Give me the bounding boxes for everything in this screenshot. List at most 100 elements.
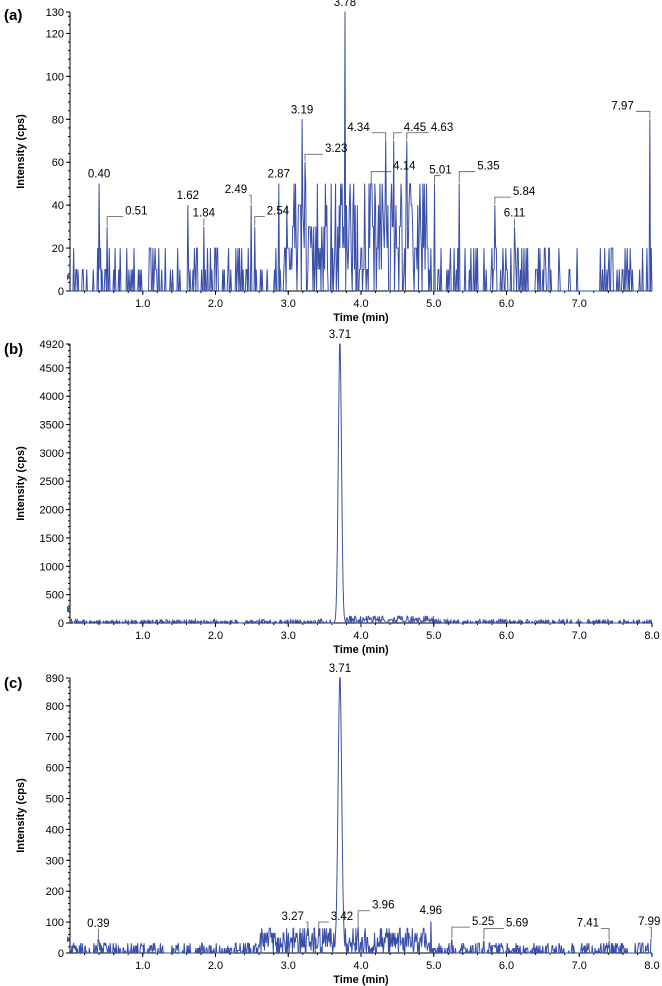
peak-label: 3.23 bbox=[325, 143, 347, 155]
peak-leader bbox=[106, 216, 124, 226]
peak-leader bbox=[483, 928, 504, 940]
y-tick-label: 2000 bbox=[40, 505, 64, 517]
x-tick-label: 8.0 bbox=[644, 960, 659, 972]
y-tick-label: 1500 bbox=[40, 533, 64, 545]
y-tick-label: 500 bbox=[46, 794, 64, 806]
peak-leader bbox=[649, 926, 652, 939]
y-tick-label: 0 bbox=[58, 286, 64, 298]
x-tick-label: 5.0 bbox=[426, 298, 441, 310]
y-tick-label: 700 bbox=[46, 732, 64, 744]
peak-label: 3.42 bbox=[331, 911, 353, 923]
peak-label: 5.01 bbox=[429, 165, 451, 177]
x-tick-label: 4.0 bbox=[353, 630, 368, 642]
x-tick-label: 4.0 bbox=[353, 298, 368, 310]
chart-panel-c: (c) 0 100 200 300 400 500 600 700 800 890 1.0 2.0 3.0… bbox=[4, 663, 660, 986]
baseline-marker-icon bbox=[67, 606, 71, 613]
y-tick-label: 200 bbox=[46, 886, 64, 898]
peak-label: 4.14 bbox=[393, 161, 416, 173]
peak-leader bbox=[494, 196, 511, 205]
y-tick-label: 3000 bbox=[40, 448, 64, 460]
x-tick-label: 1.0 bbox=[135, 298, 150, 310]
x-tick-label: 3.0 bbox=[281, 630, 296, 642]
y-tick-label: 4000 bbox=[40, 391, 64, 403]
peak-label: 6.11 bbox=[504, 208, 526, 220]
x-tick-label: 2.0 bbox=[208, 298, 223, 310]
x-tick-label: 6.0 bbox=[499, 630, 514, 642]
x-tick-label: 7.0 bbox=[572, 298, 587, 310]
peak-label: 2.49 bbox=[225, 184, 247, 196]
y-tick-label: 890 bbox=[46, 673, 64, 685]
x-tick-label: 2.0 bbox=[208, 630, 223, 642]
peak-label: 1.84 bbox=[193, 208, 216, 220]
peak-leader bbox=[370, 171, 392, 183]
y-tick-label: 1000 bbox=[40, 561, 64, 573]
y-tick-label: 100 bbox=[46, 71, 64, 83]
peak-leader bbox=[254, 216, 265, 226]
peak-leader bbox=[393, 132, 402, 140]
y-tick-label: 0 bbox=[58, 618, 64, 630]
y-tick-label: 2500 bbox=[40, 476, 64, 488]
peak-leader bbox=[249, 194, 252, 205]
y-tick-label: 120 bbox=[46, 28, 64, 40]
peak-label: 7.97 bbox=[611, 100, 633, 112]
peak-label: 0.51 bbox=[125, 206, 147, 218]
x-tick-label: 2.0 bbox=[208, 960, 223, 972]
y-tick-label: 3500 bbox=[40, 420, 64, 432]
y-tick-label: 40 bbox=[52, 200, 64, 212]
x-tick-label: 5.0 bbox=[426, 960, 441, 972]
peak-label: 3.71 bbox=[329, 663, 351, 675]
peak-label: 4.96 bbox=[420, 905, 442, 917]
chromatogram-trace-b bbox=[70, 343, 653, 625]
x-axis-label: Time (min) bbox=[333, 312, 389, 324]
peak-leader bbox=[458, 171, 476, 183]
y-tick-label: 80 bbox=[52, 114, 64, 126]
x-tick-label: 3.0 bbox=[281, 298, 296, 310]
peak-leader bbox=[601, 928, 610, 940]
x-tick-label: 1.0 bbox=[135, 960, 150, 972]
peak-label: 5.84 bbox=[513, 186, 536, 198]
peak-label: 3.19 bbox=[291, 104, 313, 116]
peak-leader bbox=[371, 132, 387, 140]
y-axis-label: Intensity (cps) bbox=[15, 446, 27, 521]
x-tick-label: 5.0 bbox=[426, 630, 441, 642]
y-tick-label: 130 bbox=[46, 7, 64, 19]
peak-label: 5.25 bbox=[472, 916, 494, 928]
baseline-marker-icon bbox=[67, 936, 71, 943]
peak-leader bbox=[406, 132, 429, 140]
x-axis-label: Time (min) bbox=[333, 644, 389, 656]
peak-label: 5.69 bbox=[506, 918, 528, 930]
peak-label: 5.35 bbox=[477, 161, 499, 173]
x-tick-label: 7.0 bbox=[572, 960, 587, 972]
peak-leader bbox=[357, 910, 371, 926]
y-tick-label: 4920 bbox=[40, 339, 64, 351]
x-tick-label: 1.0 bbox=[135, 630, 150, 642]
x-tick-label: 6.0 bbox=[499, 298, 514, 310]
peak-label: 3.71 bbox=[329, 329, 351, 341]
x-tick-label: 8.0 bbox=[644, 630, 659, 642]
x-tick-label: 3.0 bbox=[281, 960, 296, 972]
chart-panel-b: (b) 0 500 1000 1500 2000 2500 3000 3500 4000 4500 4… bbox=[4, 329, 660, 656]
panel-label-c: (c) bbox=[4, 675, 22, 692]
y-tick-label: 800 bbox=[46, 701, 64, 713]
y-axis-label: Intensity (cps) bbox=[15, 778, 27, 853]
peak-label: 3.27 bbox=[282, 911, 304, 923]
x-tick-label: 7.0 bbox=[572, 630, 587, 642]
peak-label: 4.63 bbox=[431, 122, 453, 134]
peak-leader bbox=[305, 921, 309, 936]
peak-leader bbox=[318, 921, 329, 936]
y-tick-label: 60 bbox=[52, 157, 64, 169]
x-axis-label: Time (min) bbox=[333, 974, 389, 986]
y-axis-label: Intensity (cps) bbox=[15, 114, 27, 189]
peak-label: 7.99 bbox=[638, 916, 660, 928]
y-tick-label: 0 bbox=[58, 948, 64, 960]
peak-label: 4.45 bbox=[404, 122, 426, 134]
y-tick-label: 400 bbox=[46, 824, 64, 836]
peak-leader bbox=[304, 153, 323, 162]
baseline-marker-icon bbox=[67, 274, 71, 281]
chart-panel-a: (a) 0 20 40 60 80 100 120 130 1.0 2.0 3.0 4.0 5.0 6.0 7… bbox=[4, 0, 653, 324]
x-tick-label: 6.0 bbox=[499, 960, 514, 972]
peak-label: 7.41 bbox=[577, 918, 599, 930]
peak-leader bbox=[451, 926, 470, 939]
peak-label: 2.54 bbox=[267, 206, 290, 218]
peak-label: 2.87 bbox=[268, 169, 290, 181]
